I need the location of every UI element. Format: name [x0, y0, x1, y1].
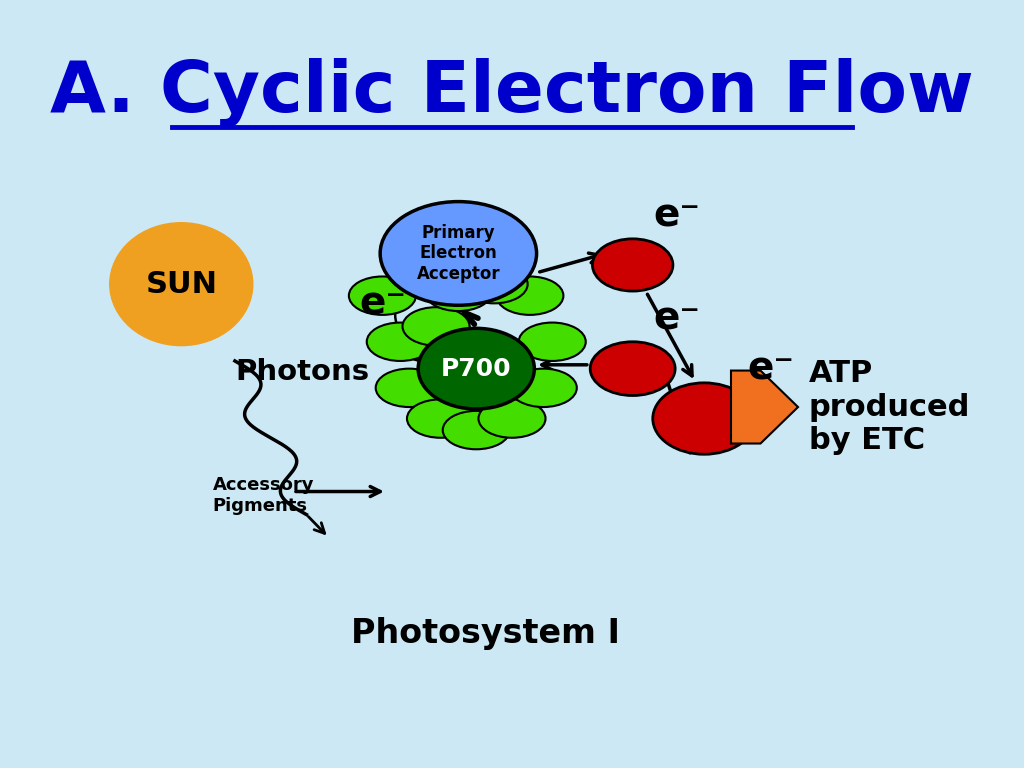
Ellipse shape — [461, 265, 527, 303]
Ellipse shape — [590, 342, 675, 396]
Text: Photosystem I: Photosystem I — [350, 617, 620, 650]
Text: e⁻: e⁻ — [358, 284, 406, 323]
Ellipse shape — [510, 369, 577, 407]
Text: Primary
Electron
Acceptor: Primary Electron Acceptor — [417, 223, 500, 283]
Ellipse shape — [478, 399, 546, 438]
Ellipse shape — [402, 307, 470, 346]
Ellipse shape — [442, 411, 510, 449]
Text: ATP
produced
by ETC: ATP produced by ETC — [809, 359, 970, 455]
Ellipse shape — [349, 276, 416, 315]
Text: SUN: SUN — [145, 270, 217, 299]
Ellipse shape — [519, 323, 586, 361]
Text: e⁻: e⁻ — [748, 349, 795, 388]
Text: e⁻: e⁻ — [654, 300, 700, 338]
Ellipse shape — [425, 273, 492, 311]
Ellipse shape — [593, 239, 673, 291]
Ellipse shape — [497, 276, 563, 315]
Ellipse shape — [418, 329, 535, 409]
Ellipse shape — [376, 369, 442, 407]
Ellipse shape — [652, 383, 756, 455]
Ellipse shape — [367, 323, 434, 361]
Text: e⁻: e⁻ — [654, 196, 700, 234]
Circle shape — [110, 223, 253, 346]
Text: P700: P700 — [441, 356, 512, 381]
FancyArrow shape — [731, 371, 798, 444]
Text: Photons: Photons — [234, 359, 369, 386]
Text: Accessory
Pigments: Accessory Pigments — [213, 476, 314, 515]
Ellipse shape — [407, 399, 474, 438]
Text: A. Cyclic Electron Flow: A. Cyclic Electron Flow — [50, 58, 974, 127]
Ellipse shape — [380, 201, 537, 305]
